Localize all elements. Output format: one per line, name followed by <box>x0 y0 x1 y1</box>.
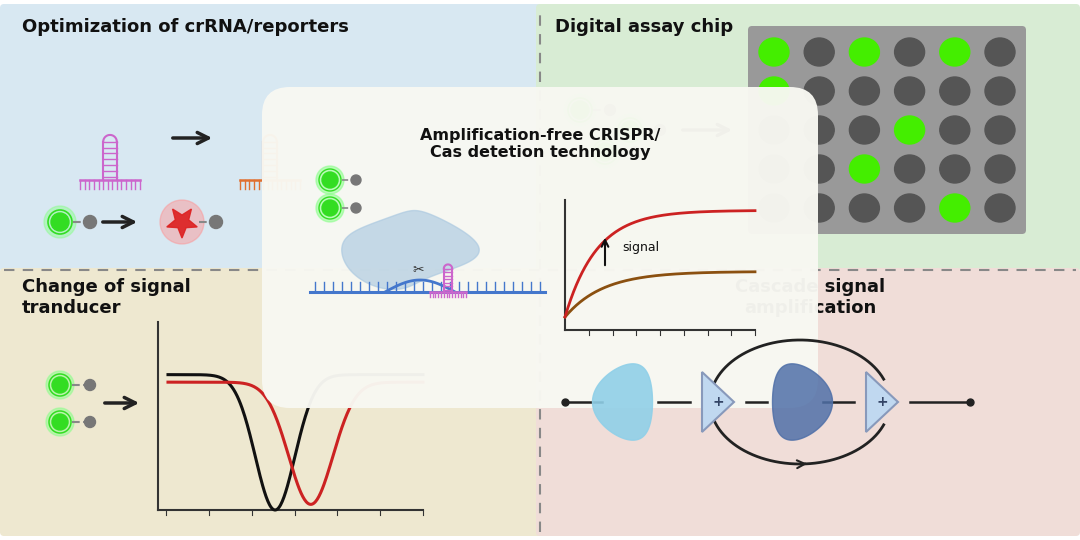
Polygon shape <box>593 364 652 440</box>
FancyBboxPatch shape <box>0 268 544 536</box>
Polygon shape <box>166 209 198 238</box>
Ellipse shape <box>805 155 834 183</box>
Text: Optimization of crRNA/reporters: Optimization of crRNA/reporters <box>22 18 349 36</box>
Text: signal: signal <box>622 241 659 254</box>
Circle shape <box>160 200 204 244</box>
Ellipse shape <box>985 116 1015 144</box>
Circle shape <box>571 101 589 119</box>
Polygon shape <box>341 211 480 289</box>
Ellipse shape <box>849 77 879 105</box>
Circle shape <box>83 215 96 228</box>
Ellipse shape <box>759 116 789 144</box>
Ellipse shape <box>849 194 879 222</box>
Polygon shape <box>866 372 897 432</box>
Ellipse shape <box>894 116 924 144</box>
Ellipse shape <box>940 38 970 66</box>
Circle shape <box>52 377 68 393</box>
Text: Digital assay chip: Digital assay chip <box>555 18 733 36</box>
Circle shape <box>621 121 639 139</box>
Text: +: + <box>876 395 888 409</box>
Ellipse shape <box>805 194 834 222</box>
Circle shape <box>615 114 646 146</box>
Circle shape <box>44 206 76 238</box>
Ellipse shape <box>985 38 1015 66</box>
Circle shape <box>654 125 665 136</box>
Circle shape <box>316 194 345 222</box>
Ellipse shape <box>759 77 789 105</box>
Ellipse shape <box>759 194 789 222</box>
Text: +: + <box>712 395 724 409</box>
Circle shape <box>46 408 75 436</box>
Ellipse shape <box>759 38 789 66</box>
Ellipse shape <box>849 38 879 66</box>
Circle shape <box>322 200 338 216</box>
Circle shape <box>52 414 68 430</box>
FancyBboxPatch shape <box>748 26 1026 234</box>
Text: Change of signal
tranducer: Change of signal tranducer <box>22 278 191 317</box>
Ellipse shape <box>985 155 1015 183</box>
Ellipse shape <box>805 38 834 66</box>
FancyBboxPatch shape <box>536 4 1080 272</box>
Circle shape <box>322 172 338 188</box>
Circle shape <box>84 416 95 428</box>
Circle shape <box>605 105 616 116</box>
Ellipse shape <box>940 116 970 144</box>
Ellipse shape <box>849 155 879 183</box>
Circle shape <box>84 380 95 390</box>
Circle shape <box>589 136 621 168</box>
Circle shape <box>630 146 640 158</box>
Ellipse shape <box>894 38 924 66</box>
Ellipse shape <box>894 77 924 105</box>
FancyBboxPatch shape <box>536 268 1080 536</box>
Circle shape <box>51 213 69 231</box>
Ellipse shape <box>940 194 970 222</box>
Ellipse shape <box>940 155 970 183</box>
Text: Cascade signal
amplification: Cascade signal amplification <box>734 278 886 317</box>
Ellipse shape <box>759 155 789 183</box>
Text: Amplification-free CRISPR/
Cas detetion technology: Amplification-free CRISPR/ Cas detetion … <box>420 128 660 160</box>
Polygon shape <box>702 372 734 432</box>
Ellipse shape <box>940 77 970 105</box>
Ellipse shape <box>894 155 924 183</box>
Ellipse shape <box>805 116 834 144</box>
Circle shape <box>596 143 615 161</box>
Circle shape <box>351 203 361 213</box>
Polygon shape <box>772 364 833 440</box>
FancyBboxPatch shape <box>0 4 544 272</box>
Ellipse shape <box>985 77 1015 105</box>
Circle shape <box>316 166 345 194</box>
Ellipse shape <box>894 194 924 222</box>
Text: ✂: ✂ <box>413 263 423 277</box>
Circle shape <box>46 371 75 399</box>
Circle shape <box>351 175 361 185</box>
FancyBboxPatch shape <box>262 87 818 408</box>
Ellipse shape <box>985 194 1015 222</box>
Ellipse shape <box>849 116 879 144</box>
Circle shape <box>210 215 222 228</box>
Circle shape <box>564 94 596 126</box>
Ellipse shape <box>805 77 834 105</box>
